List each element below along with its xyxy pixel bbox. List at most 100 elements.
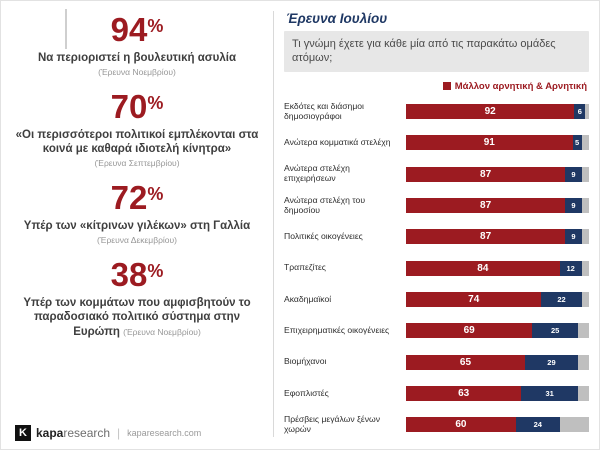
chart-legend: Μάλλον αρνητική & Αρνητική bbox=[284, 81, 587, 92]
stat-text: Να περιοριστεί η βουλευτική ασυλία bbox=[37, 51, 237, 64]
chart-bar: 91 5 bbox=[406, 135, 589, 151]
chart-rows: Εκδότες και διάσημοι δημοσιογράφοι 92 6 Ανώ… bbox=[284, 98, 589, 441]
stat-text: «Οι περισσότεροι πολιτικοί εμπλέκονται σ… bbox=[15, 128, 259, 156]
chart-panel: Έρευνα Ιουλίου Τι γνώμη έχετε για κάθε μ… bbox=[274, 1, 599, 449]
chart-row: Τραπεζίτες 84 12 bbox=[284, 254, 589, 282]
bar-segment-secondary: 24 bbox=[515, 417, 560, 433]
logo-name: kaparesearch bbox=[36, 426, 110, 440]
bar-value-secondary: 9 bbox=[571, 201, 576, 211]
top-left-divider bbox=[65, 9, 67, 49]
bar-segment-secondary: 25 bbox=[532, 323, 579, 339]
chart-row: Πολιτικές οικογένειες 87 9 bbox=[284, 223, 589, 251]
bar-segment-secondary: 29 bbox=[524, 354, 578, 370]
bar-segment-rest bbox=[578, 354, 589, 370]
survey-question: Τι γνώμη έχετε για κάθε μία από τις παρα… bbox=[284, 31, 589, 72]
bar-value-secondary: 24 bbox=[533, 420, 542, 430]
bar-segment-rest bbox=[581, 135, 589, 151]
legend-label: Μάλλον αρνητική & Αρνητική bbox=[454, 80, 587, 92]
stat-text: Υπέρ των κομμάτων που αμφισβητούν το παρ… bbox=[23, 297, 251, 338]
bar-segment-secondary: 12 bbox=[559, 260, 582, 276]
bar-segment-negative: 63 bbox=[406, 386, 522, 402]
bar-value-secondary: 6 bbox=[577, 107, 582, 117]
chart-bar: 87 9 bbox=[406, 229, 589, 245]
chart-bar: 87 9 bbox=[406, 166, 589, 182]
logo-name-bold: kapa bbox=[36, 426, 64, 440]
bar-value-secondary: 29 bbox=[547, 357, 556, 367]
bar-value-secondary: 31 bbox=[545, 389, 554, 399]
bar-value-negative: 87 bbox=[480, 168, 492, 180]
bar-segment-secondary: 9 bbox=[565, 198, 582, 214]
chart-category-label: Βιομήχανοι bbox=[284, 356, 327, 367]
chart-row: Ανώτερα στελέχη του δημοσίου 87 9 bbox=[284, 192, 589, 220]
bar-segment-rest bbox=[585, 104, 589, 120]
bar-segment-negative: 69 bbox=[406, 323, 533, 339]
left-panel: 94% Να περιοριστεί η βουλευτική ασυλία (Έρ… bbox=[1, 1, 273, 449]
bar-value-secondary: 9 bbox=[571, 232, 576, 242]
chart-category-label: Τραπεζίτες bbox=[284, 262, 326, 273]
bar-value-negative: 69 bbox=[463, 325, 475, 337]
bar-segment-negative: 91 bbox=[406, 135, 573, 151]
stat-source: (Έρευνα Νοεμβρίου) bbox=[123, 326, 201, 337]
bar-segment-rest bbox=[578, 386, 589, 402]
stat-item: 38% Υπέρ των κομμάτων που αμφισβητούν το … bbox=[15, 258, 259, 339]
stat-source: (Έρευνα Σεπτεμβρίου) bbox=[94, 158, 180, 169]
stat-text: Υπέρ των «κίτρινων γιλέκων» στη Γαλλία bbox=[23, 220, 251, 233]
percent-sign: % bbox=[147, 93, 164, 114]
stat-value: 72% bbox=[110, 179, 164, 217]
chart-row: Εφοπλιστές 63 31 bbox=[284, 380, 589, 408]
chart-bar: 63 31 bbox=[406, 386, 589, 402]
bar-segment-secondary: 5 bbox=[572, 135, 582, 151]
chart-bar: 74 22 bbox=[406, 292, 589, 308]
bar-value-secondary: 9 bbox=[571, 169, 576, 179]
logo-name-light: research bbox=[63, 426, 111, 440]
bar-value-secondary: 25 bbox=[550, 326, 560, 336]
chart-row: Εκδότες και διάσημοι δημοσιογράφοι 92 6 bbox=[284, 98, 589, 126]
chart-bar: 87 9 bbox=[406, 198, 589, 214]
bar-segment-rest bbox=[581, 229, 589, 245]
legend-swatch-negative bbox=[442, 82, 451, 91]
chart-category-label: Ανώτερα κομματικά στελέχη bbox=[284, 136, 391, 147]
kapa-research-logo: K kaparesearch | kaparesearch.com bbox=[15, 425, 259, 441]
bar-value-secondary: 5 bbox=[575, 138, 580, 148]
bar-segment-rest bbox=[581, 166, 589, 182]
stat-item: 70% «Οι περισσότεροι πολιτικοί εμπλέκοντα… bbox=[15, 88, 259, 169]
stat-item: 72% Υπέρ των «κίτρινων γιλέκων» στη Γαλλί… bbox=[15, 179, 259, 246]
stat-value: 38% bbox=[110, 256, 164, 294]
bar-segment-rest bbox=[581, 198, 589, 214]
chart-category-label: Εκδότες και διάσημοι δημοσιογράφοι bbox=[284, 100, 364, 121]
bar-segment-negative: 60 bbox=[406, 417, 516, 433]
chart-category-label: Επιχειρηματικές οικογένειες bbox=[284, 324, 390, 335]
bar-segment-rest bbox=[581, 292, 589, 308]
chart-category-label: Εφοπλιστές bbox=[284, 387, 329, 398]
chart-bar: 84 12 bbox=[406, 260, 589, 276]
logo-separator: | bbox=[117, 426, 121, 440]
logo-mark-icon: K bbox=[15, 425, 31, 441]
bar-segment-negative: 92 bbox=[406, 104, 575, 120]
chart-bar: 65 29 bbox=[406, 354, 589, 370]
stat-value: 70% bbox=[110, 88, 164, 126]
bar-segment-rest bbox=[578, 323, 589, 339]
bar-segment-secondary: 31 bbox=[521, 386, 578, 402]
bar-value-secondary: 22 bbox=[557, 295, 566, 305]
percent-sign: % bbox=[147, 261, 164, 282]
bar-value-negative: 87 bbox=[480, 200, 492, 212]
bar-segment-secondary: 9 bbox=[565, 229, 582, 245]
bar-segment-secondary: 9 bbox=[565, 166, 582, 182]
chart-category-label: Ανώτερα στελέχη του δημοσίου bbox=[284, 194, 366, 215]
bar-segment-negative: 84 bbox=[406, 260, 560, 276]
chart-row: Ανώτερα κομματικά στελέχη 91 5 bbox=[284, 129, 589, 157]
bar-segment-negative: 87 bbox=[406, 166, 566, 182]
bar-segment-negative: 87 bbox=[406, 229, 566, 245]
chart-category-label: Ακαδημαϊκοί bbox=[284, 293, 332, 304]
percent-sign: % bbox=[147, 184, 164, 205]
bar-segment-negative: 87 bbox=[406, 198, 566, 214]
bar-value-negative: 87 bbox=[480, 231, 492, 243]
column-divider bbox=[273, 11, 274, 437]
bar-value-secondary: 12 bbox=[566, 263, 575, 273]
bar-value-negative: 65 bbox=[459, 356, 472, 368]
chart-bar: 69 25 bbox=[406, 323, 589, 339]
bar-segment-secondary: 22 bbox=[541, 292, 582, 308]
chart-row: Βιομήχανοι 65 29 bbox=[284, 348, 589, 376]
bar-value-negative: 60 bbox=[455, 419, 467, 431]
stat-source: (Έρευνα Νοεμβρίου) bbox=[98, 67, 176, 78]
